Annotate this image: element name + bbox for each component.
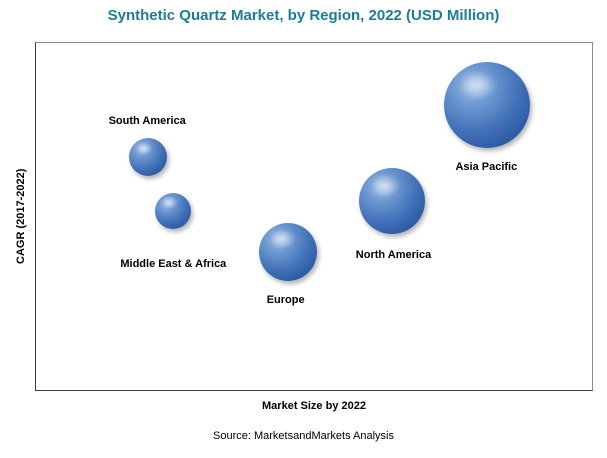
bubble-europe bbox=[259, 223, 318, 282]
bubble-north-america bbox=[359, 167, 426, 234]
bubble-label-north-america: North America bbox=[355, 248, 432, 261]
plot-area: South America Middle East & Africa Europe N… bbox=[35, 42, 593, 391]
bubble-asia-pacific bbox=[443, 61, 530, 148]
bubble-label-south-america: South America bbox=[108, 115, 186, 128]
bubble-south-america bbox=[129, 138, 168, 177]
x-axis-label: Market Size by 2022 bbox=[262, 400, 366, 412]
chart-title: Synthetic Quartz Market, by Region, 2022… bbox=[107, 7, 500, 24]
bubble-label-middle-east-africa: Middle East & Africa bbox=[120, 258, 227, 271]
bubble-label-asia-pacific: Asia Pacific bbox=[455, 161, 518, 174]
y-axis-label: CAGR (2017-2022) bbox=[15, 168, 27, 265]
bubble-label-europe: Europe bbox=[266, 293, 305, 306]
source-attribution: Source: MarketsandMarkets Analysis bbox=[213, 430, 394, 442]
bubble-middle-east-africa bbox=[155, 192, 192, 229]
